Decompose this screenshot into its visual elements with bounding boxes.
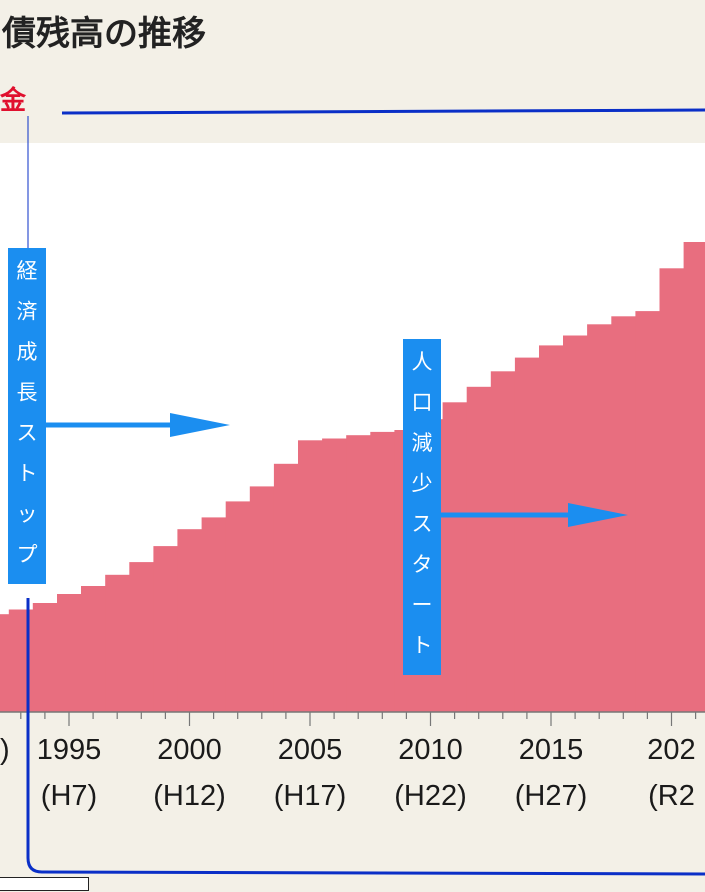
area-step-1997	[105, 574, 130, 712]
callout-char: 人	[412, 350, 433, 374]
x-subtick-label-2000: (H12)	[153, 780, 226, 812]
area-step-1995	[57, 594, 82, 712]
area-step-2002	[225, 501, 251, 712]
callout-char: プ	[17, 543, 38, 567]
area-step-2014	[514, 357, 540, 712]
callout-char: ス	[412, 512, 433, 536]
callout-box	[403, 339, 441, 675]
callout-char: ト	[412, 634, 433, 658]
x-tick-label-2005: 2005	[278, 734, 343, 766]
area-step-2007	[346, 435, 371, 712]
area-step-1996	[81, 586, 106, 712]
callout-char: ス	[17, 421, 38, 445]
x-tick-label-2010: 2010	[398, 734, 463, 766]
callout-char: 減	[412, 431, 433, 455]
x-tick-label-2015: 2015	[519, 734, 584, 766]
bracket-line	[26, 108, 705, 876]
area-step-2003	[249, 486, 275, 712]
legend-label: 金	[0, 86, 27, 116]
area-step-2000	[177, 529, 203, 712]
area-step-1999	[153, 546, 179, 712]
footer-box	[0, 877, 89, 891]
area-step-2004	[273, 463, 299, 712]
x-subtick-label-2020: (R2	[648, 780, 695, 812]
area-step-1998	[129, 562, 154, 712]
x-tick-label-2020: 202	[647, 734, 695, 766]
callout-char: 口	[412, 391, 433, 415]
callout-arrow-head	[568, 503, 628, 527]
callout-char: ー	[412, 593, 433, 617]
area-step-2012	[466, 386, 492, 712]
callout-char: タ	[412, 553, 433, 577]
area-step-2013	[490, 371, 516, 713]
callout-char: ッ	[17, 502, 38, 526]
chart-title: 債残高の推移	[2, 14, 206, 54]
area-step-1994	[32, 603, 58, 712]
callout-char: ト	[17, 462, 38, 486]
callout-char: 経	[17, 259, 38, 283]
area-step-2006	[322, 438, 347, 712]
x-tick-label-1995: 1995	[37, 734, 102, 766]
area-step-2019	[635, 311, 661, 712]
area-step-2021	[683, 242, 705, 712]
area-step-2011	[442, 402, 468, 712]
area-step-1992	[0, 614, 10, 712]
area-step-2015	[539, 345, 564, 712]
callout-char: 済	[17, 300, 38, 324]
x-tick-label-2000: 2000	[157, 734, 222, 766]
area-step-2020	[659, 268, 685, 712]
x-axis-ticks: 1995 (H7) 2000 (H12) 2005 (H17) 2010 (H22) 2015 (…	[0, 712, 697, 812]
callout-box	[8, 248, 46, 584]
x-subtick-label-2005: (H17)	[274, 780, 347, 812]
x-subtick-label-2015: (H27)	[515, 780, 588, 812]
callout-char: 少	[412, 472, 433, 496]
area-step-2001	[201, 517, 227, 712]
area-step-2005	[298, 440, 323, 712]
x-subtick-label-1995: (H7)	[41, 780, 97, 812]
x-subtick-label-2010: (H22)	[394, 780, 467, 812]
x-tick-label-edge: )	[0, 734, 10, 766]
callout-char: 成	[17, 340, 38, 364]
callout-char: 長	[17, 381, 38, 405]
area-step-1993	[8, 609, 34, 712]
callout-arrow-head	[170, 413, 230, 437]
area-step-2008	[370, 431, 395, 712]
